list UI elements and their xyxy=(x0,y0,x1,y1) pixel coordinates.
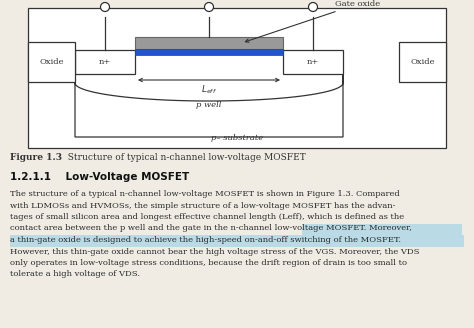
Text: Gate oxide: Gate oxide xyxy=(246,0,381,42)
Circle shape xyxy=(309,3,318,11)
Text: However, this thin-gate oxide cannot bear the high voltage stress of the VGS. Mo: However, this thin-gate oxide cannot bea… xyxy=(10,248,419,256)
Circle shape xyxy=(100,3,109,11)
Bar xyxy=(283,50,343,74)
Text: n+: n+ xyxy=(307,58,319,66)
Polygon shape xyxy=(75,65,343,137)
Text: a thin-gate oxide is designed to achieve the high-speed on-and-off switching of : a thin-gate oxide is designed to achieve… xyxy=(10,236,401,244)
Text: tolerate a high voltage of VDS.: tolerate a high voltage of VDS. xyxy=(10,271,140,278)
Text: Figure 1.3: Figure 1.3 xyxy=(10,153,62,162)
Bar xyxy=(28,42,75,82)
Text: The structure of a typical n-channel low-voltage MOSFET is shown in Figure 1.3. : The structure of a typical n-channel low… xyxy=(10,190,400,198)
Text: Structure of typical n-channel low-voltage MOSFET: Structure of typical n-channel low-volta… xyxy=(62,153,306,162)
Bar xyxy=(28,8,446,148)
Text: contact area between the p well and the gate in the n-channel low-voltage MOSFET: contact area between the p well and the … xyxy=(10,224,412,233)
Text: Oxide: Oxide xyxy=(410,58,435,66)
Bar xyxy=(10,235,464,247)
Text: only operates in low-voltage stress conditions, because the drift region of drai: only operates in low-voltage stress cond… xyxy=(10,259,407,267)
Text: with LDMOSs and HVMOSs, the simple structure of a low-voltage MOSFET has the adv: with LDMOSs and HVMOSs, the simple struc… xyxy=(10,201,395,210)
Bar xyxy=(302,223,462,235)
Text: n+: n+ xyxy=(99,58,111,66)
Bar xyxy=(135,37,283,49)
Text: tages of small silicon area and longest effective channel length (Leff), which i: tages of small silicon area and longest … xyxy=(10,213,404,221)
Text: p– substrate: p– substrate xyxy=(211,134,263,142)
Bar xyxy=(75,50,135,74)
Bar xyxy=(399,42,446,82)
Text: Oxide: Oxide xyxy=(39,58,64,66)
Text: 1.2.1.1    Low-Voltage MOSFET: 1.2.1.1 Low-Voltage MOSFET xyxy=(10,172,189,182)
Bar xyxy=(135,49,283,55)
Text: p well: p well xyxy=(196,101,222,109)
Circle shape xyxy=(204,3,213,11)
Text: $L_{eff}$: $L_{eff}$ xyxy=(201,84,217,96)
